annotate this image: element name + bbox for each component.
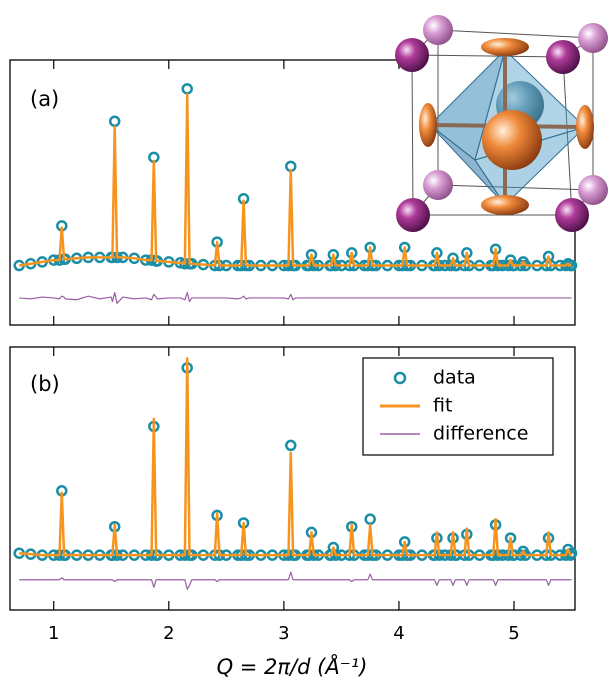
atom <box>423 170 453 200</box>
x-tick-label: 5 <box>508 623 519 644</box>
series-line <box>19 357 573 557</box>
legend-label: difference <box>433 423 528 445</box>
legend-label: data <box>433 367 476 389</box>
x-tick-label: 4 <box>393 623 404 644</box>
atom <box>396 198 430 232</box>
atom <box>482 110 542 170</box>
atom <box>576 105 594 149</box>
atom <box>481 195 529 215</box>
data-point <box>181 83 193 95</box>
legend-symbol <box>393 371 407 385</box>
data-point <box>364 513 376 525</box>
atom <box>419 103 437 147</box>
atom <box>555 198 589 232</box>
atom <box>578 175 608 205</box>
atom <box>481 38 529 56</box>
data-point <box>285 439 297 452</box>
atom <box>423 15 453 45</box>
legend-label: fit <box>433 395 452 417</box>
x-axis-label: Q = 2π/d (Å⁻¹) <box>217 653 368 679</box>
plot-frame <box>9 346 576 611</box>
x-tick-label: 1 <box>48 623 59 644</box>
series-line <box>19 93 572 267</box>
x-tick-label: 2 <box>163 623 174 644</box>
crystal-structure-inset <box>395 10 608 232</box>
x-tick-label: 3 <box>278 623 289 644</box>
panel-label: (b) <box>30 372 60 396</box>
atom <box>578 23 608 53</box>
data-point <box>108 115 121 128</box>
series-line <box>19 571 572 590</box>
atom <box>395 38 429 72</box>
panel-label: (a) <box>30 87 59 111</box>
series-line <box>19 291 572 304</box>
atom <box>546 40 580 74</box>
